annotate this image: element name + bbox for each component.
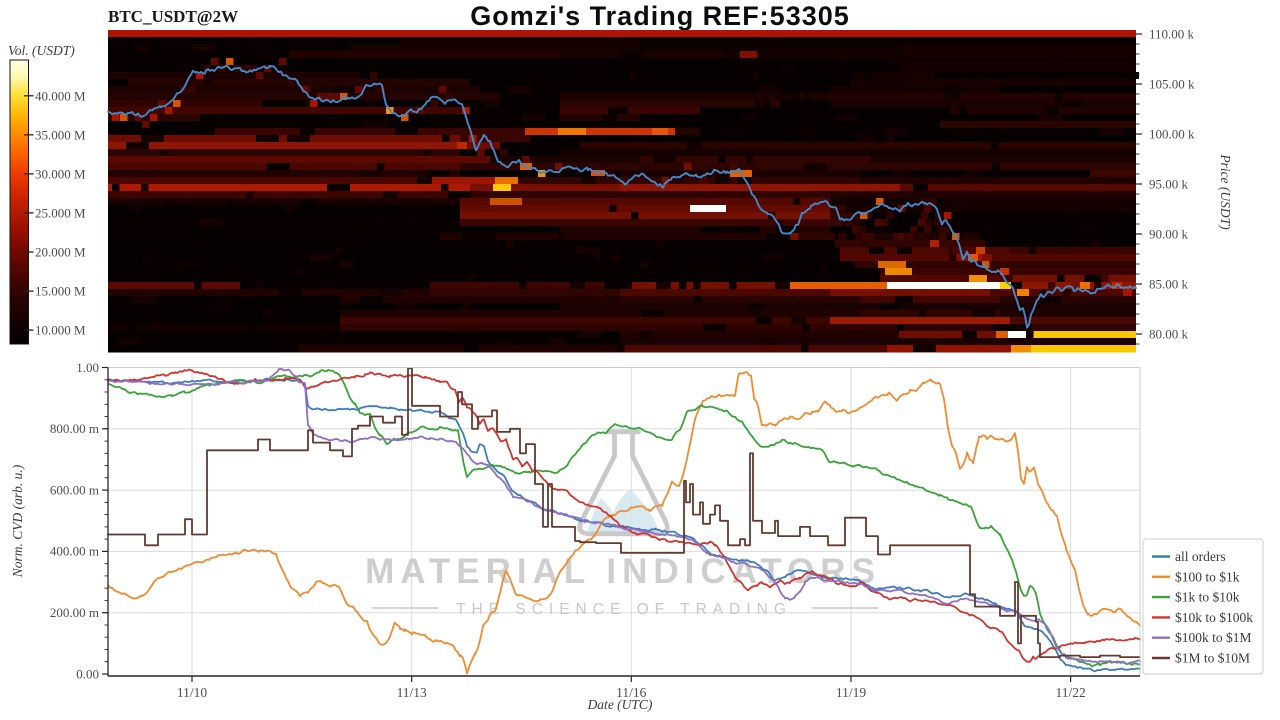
svg-text:15.000 M: 15.000 M: [35, 284, 86, 299]
svg-text:MATERIAL INDICATORS: MATERIAL INDICATORS: [365, 552, 881, 591]
svg-text:25.000 M: 25.000 M: [35, 205, 86, 220]
svg-text:400.00 m: 400.00 m: [50, 544, 99, 559]
svg-text:Date (UTC): Date (UTC): [587, 697, 653, 712]
svg-text:35.000 M: 35.000 M: [35, 127, 86, 142]
svg-text:$100k to $1M: $100k to $1M: [1175, 630, 1252, 645]
svg-text:11/16: 11/16: [616, 685, 646, 700]
svg-text:110.00 k: 110.00 k: [1149, 27, 1195, 42]
svg-text:105.00 k: 105.00 k: [1149, 77, 1195, 92]
svg-text:Gomzi's Trading REF:53305: Gomzi's Trading REF:53305: [470, 1, 850, 31]
svg-text:100.00 k: 100.00 k: [1149, 127, 1195, 142]
svg-text:800.00 m: 800.00 m: [50, 421, 99, 436]
svg-text:$100 to $1k: $100 to $1k: [1175, 569, 1240, 584]
svg-text:90.00 k: 90.00 k: [1149, 227, 1189, 242]
svg-text:BTC_USDT@2W: BTC_USDT@2W: [108, 7, 238, 26]
svg-text:11/19: 11/19: [836, 685, 866, 700]
svg-text:40.000 M: 40.000 M: [35, 88, 86, 103]
svg-text:200.00 m: 200.00 m: [50, 605, 99, 620]
svg-text:30.000 M: 30.000 M: [35, 166, 86, 181]
svg-text:20.000 M: 20.000 M: [35, 245, 86, 260]
svg-text:Vol. (USDT): Vol. (USDT): [8, 43, 75, 58]
svg-text:Norm. CVD (arb. u.): Norm. CVD (arb. u.): [10, 464, 25, 578]
svg-text:11/13: 11/13: [397, 685, 427, 700]
svg-text:600.00 m: 600.00 m: [50, 482, 99, 497]
svg-text:THE SCIENCE OF TRADING: THE SCIENCE OF TRADING: [456, 601, 792, 618]
svg-text:80.00 k: 80.00 k: [1149, 327, 1189, 342]
svg-text:11/10: 11/10: [177, 685, 207, 700]
svg-text:all orders: all orders: [1175, 549, 1226, 564]
svg-text:1.00: 1.00: [76, 360, 99, 375]
svg-text:$10k to $100k: $10k to $100k: [1175, 610, 1253, 625]
svg-text:Price (USDT): Price (USDT): [1218, 153, 1233, 230]
svg-text:95.00 k: 95.00 k: [1149, 177, 1189, 192]
svg-text:$1M to $10M: $1M to $10M: [1175, 651, 1250, 666]
svg-text:11/22: 11/22: [1055, 685, 1085, 700]
svg-text:0.00: 0.00: [76, 666, 99, 681]
svg-text:85.00 k: 85.00 k: [1149, 277, 1189, 292]
svg-text:10.000 M: 10.000 M: [35, 323, 86, 338]
svg-text:$1k to $10k: $1k to $10k: [1175, 590, 1240, 605]
